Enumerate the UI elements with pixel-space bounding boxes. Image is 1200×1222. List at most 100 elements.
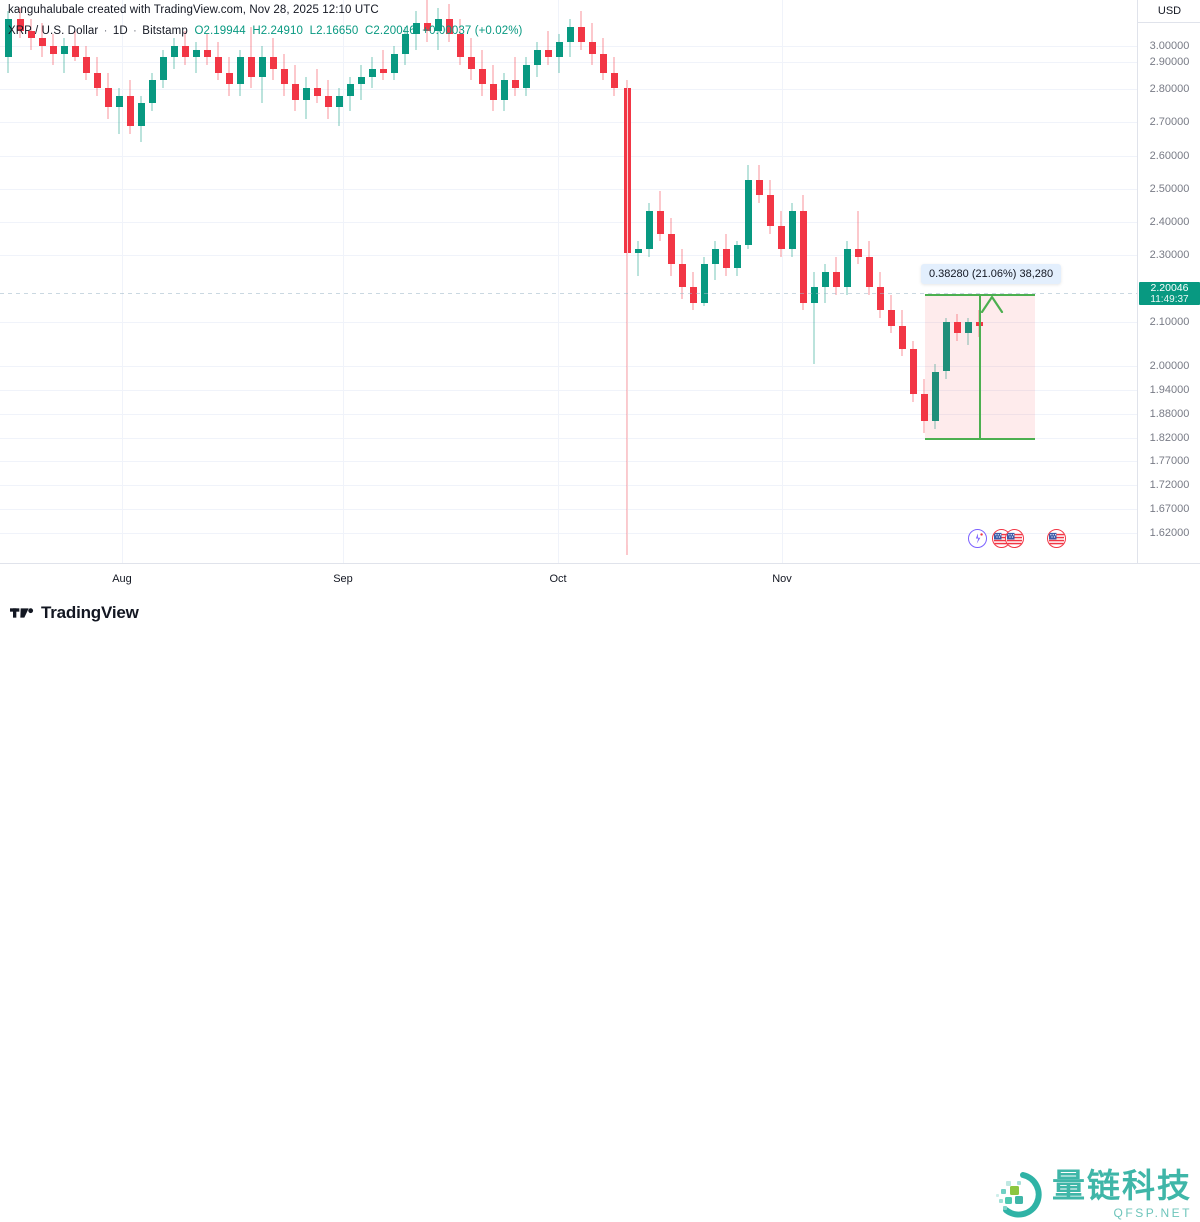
gridline-horizontal: [0, 485, 1137, 486]
candle-body: [500, 80, 508, 100]
candlestick: [291, 0, 299, 563]
high-value: 2.24910: [260, 25, 304, 37]
open-value: 2.19944: [203, 25, 246, 37]
candle-body: [544, 49, 552, 58]
gridline-horizontal: [0, 438, 1137, 439]
open-label: O: [194, 25, 204, 37]
candle-body: [755, 180, 763, 196]
candle-body: [335, 95, 343, 108]
price-axis-label: 2.40000: [1149, 216, 1190, 228]
price-axis-label: 3.00000: [1149, 40, 1190, 52]
candle-body: [689, 287, 697, 303]
candle-body: [456, 34, 464, 58]
candle-body: [71, 45, 79, 58]
price-axis-label: 2.00000: [1149, 360, 1190, 372]
candle-body: [126, 95, 134, 127]
chart-pane[interactable]: 0.38280 (21.06%) 38,280: [0, 0, 1137, 563]
candlestick: [964, 0, 972, 563]
candlestick: [777, 0, 785, 563]
candle-body: [645, 210, 653, 249]
candle-body: [280, 68, 288, 85]
candle-body: [313, 88, 321, 96]
candlestick: [27, 0, 35, 563]
candlestick: [401, 0, 409, 563]
candle-wick: [63, 38, 65, 73]
symbol-name[interactable]: XRP / U.S. Dollar: [8, 25, 99, 37]
candle-body: [104, 88, 112, 108]
measurement-arrow-stem: [979, 294, 981, 440]
price-axis-label: 1.77000: [1149, 455, 1190, 467]
candlestick: [667, 0, 675, 563]
candlestick: [335, 0, 343, 563]
candle-body: [214, 57, 222, 73]
candle-body: [711, 248, 719, 265]
price-axis-label: 1.82000: [1149, 432, 1190, 444]
change-percent: (+0.02%): [474, 25, 523, 37]
candlestick: [700, 0, 708, 563]
chart-legend[interactable]: XRP / U.S. Dollar · 1D · Bitstamp O2.199…: [8, 25, 523, 37]
price-axis[interactable]: USD 3.00000 2.90000 2.80000 2.70000 2.60000 2…: [1137, 0, 1200, 563]
candlestick: [247, 0, 255, 563]
candlestick: [689, 0, 697, 563]
candlestick: [38, 0, 46, 563]
candle-body: [832, 271, 840, 288]
candlestick: [909, 0, 917, 563]
qfsp-logo-icon: [996, 1172, 1042, 1218]
candle-body: [799, 210, 807, 303]
candlestick: [887, 0, 895, 563]
candle-body: [722, 248, 730, 269]
candle-body: [4, 19, 12, 58]
candlestick: [357, 0, 365, 563]
candle-body: [357, 76, 365, 85]
price-axis-label: 2.80000: [1149, 83, 1190, 95]
candlestick: [4, 0, 12, 563]
us-economic-event-3-icon[interactable]: [1047, 529, 1066, 548]
price-axis-label: 1.67000: [1149, 503, 1190, 515]
candle-body: [60, 45, 68, 54]
candle-body: [678, 264, 686, 288]
time-axis[interactable]: Aug Sep Oct Nov: [0, 563, 1200, 595]
candlestick: [60, 0, 68, 563]
candle-body: [16, 19, 24, 31]
gridline-horizontal: [0, 222, 1137, 223]
candle-body: [909, 348, 917, 395]
candle-body: [588, 42, 596, 54]
candle-body: [302, 88, 310, 100]
candlestick: [711, 0, 719, 563]
candlestick: [588, 0, 596, 563]
candlestick: [920, 0, 928, 563]
candlestick: [379, 0, 387, 563]
exchange-label[interactable]: Bitstamp: [142, 25, 188, 37]
gridline-vertical: [122, 0, 123, 563]
gridline-vertical: [343, 0, 344, 563]
candlestick: [478, 0, 486, 563]
footer: TradingView 量链科技 QFSP.NET: [0, 594, 1200, 1219]
candlestick: [203, 0, 211, 563]
candlestick: [225, 0, 233, 563]
candle-body: [865, 256, 873, 288]
candlestick: [942, 0, 950, 563]
us-economic-event-2-icon[interactable]: [1005, 529, 1024, 548]
crash-candle-wick-extension: [627, 80, 628, 545]
watermark-en-text: QFSP.NET: [1113, 1206, 1192, 1220]
candlestick: [214, 0, 222, 563]
low-value: 2.16650: [316, 25, 359, 37]
candle-body: [522, 65, 530, 89]
candlestick: [634, 0, 642, 563]
candle-body: [931, 371, 939, 422]
candle-body: [38, 38, 46, 46]
price-axis-label: 2.70000: [1149, 116, 1190, 128]
gridline-horizontal: [0, 461, 1137, 462]
candle-body: [821, 271, 829, 288]
ai-event-marker-icon[interactable]: [968, 529, 987, 548]
candle-body: [964, 321, 972, 334]
candlestick: [445, 0, 453, 563]
gridline-horizontal: [0, 89, 1137, 90]
interval-label[interactable]: 1D: [112, 25, 128, 37]
candlestick: [843, 0, 851, 563]
current-price-badge[interactable]: 2.20046 11:49:37: [1139, 282, 1200, 305]
tradingview-logo[interactable]: TradingView: [10, 603, 139, 623]
change-value: +0.00037: [422, 25, 472, 37]
candle-wick: [118, 88, 120, 135]
gridline-horizontal: [0, 533, 1137, 534]
